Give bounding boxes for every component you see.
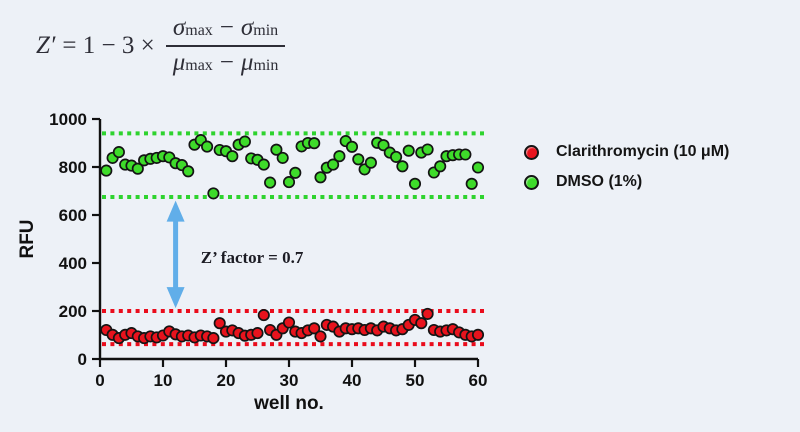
scatter-point xyxy=(112,146,125,159)
scatter-point xyxy=(471,161,485,174)
sigma-symbol: σ xyxy=(240,14,254,41)
formula-numerator: σ max − σ min xyxy=(166,14,285,42)
scatter-point xyxy=(402,144,415,157)
scatter-point xyxy=(308,322,321,335)
scatter-point xyxy=(471,328,485,341)
scatter-point xyxy=(226,150,239,163)
legend-item-dmso: DMSO (1%) xyxy=(524,170,729,194)
formula-fraction: σ max − σ min μ max − μ min xyxy=(165,14,286,77)
sigma-symbol: σ xyxy=(172,14,186,41)
scatter-point xyxy=(251,327,264,340)
scatter-point xyxy=(238,135,251,148)
scatter-point xyxy=(100,164,113,177)
chart-legend: Clarithromycin (10 μM) DMSO (1%) xyxy=(524,140,729,194)
y-tick-label: 1000 xyxy=(49,110,87,129)
scatter-point xyxy=(345,140,359,153)
formula-z: Z′ xyxy=(36,31,56,59)
series-clarithromycin xyxy=(100,307,485,345)
minus-sign: − xyxy=(219,49,234,76)
scatter-point xyxy=(213,317,226,330)
scatter-point xyxy=(314,330,327,343)
x-tick-label: 0 xyxy=(95,371,104,390)
max-subscript: max xyxy=(185,57,213,74)
scatter-point xyxy=(434,160,447,173)
series-dmso xyxy=(100,134,485,200)
scatter-point xyxy=(131,162,144,175)
scatter-point xyxy=(289,166,302,179)
scatter-point xyxy=(314,171,327,184)
x-tick-label: 60 xyxy=(469,371,488,390)
x-axis-title: well no. xyxy=(253,393,324,414)
scatter-point xyxy=(421,143,434,156)
y-tick-label: 600 xyxy=(59,206,87,225)
scatter-point xyxy=(282,316,296,329)
scatter-point xyxy=(421,307,434,320)
scatter-point xyxy=(364,156,377,169)
scatter-point xyxy=(333,150,346,163)
scatter-point xyxy=(257,309,270,322)
y-tick-label: 200 xyxy=(59,302,87,321)
z-prime-formula: Z′ = 1 − 3 × σ max − σ min μ max − μ min xyxy=(36,14,286,77)
minus-sign: − xyxy=(219,14,234,41)
scatter-point xyxy=(276,151,289,164)
scatter-point xyxy=(207,332,220,345)
scatter-point xyxy=(390,150,403,163)
scatter-point xyxy=(257,158,270,171)
legend-label-dmso: DMSO (1%) xyxy=(556,173,643,190)
x-tick-label: 40 xyxy=(343,371,362,390)
y-tick-label: 800 xyxy=(59,158,87,177)
min-subscript: min xyxy=(253,22,279,39)
scatter-point xyxy=(282,176,296,189)
legend-label-clarithromycin: Clarithromycin (10 μM) xyxy=(556,143,730,160)
mu-symbol: μ xyxy=(172,49,186,76)
x-tick-label: 30 xyxy=(280,371,299,390)
scatter-point xyxy=(270,143,283,156)
red-dot-icon xyxy=(524,144,539,160)
scatter-point xyxy=(182,165,195,178)
min-subscript: min xyxy=(253,57,279,74)
scatter-point xyxy=(308,137,321,150)
scatter-point xyxy=(465,177,478,190)
green-dot-icon xyxy=(524,174,539,190)
scatter-point xyxy=(459,148,472,161)
y-axis-title: RFU xyxy=(17,219,38,258)
y-tick-label: 0 xyxy=(78,350,87,369)
x-tick-label: 10 xyxy=(154,371,173,390)
scatter-point xyxy=(201,140,214,153)
z-factor-arrow xyxy=(166,200,185,309)
z-factor-annotation: Z’ factor = 0.7 xyxy=(201,248,304,267)
formula-denominator: μ max − μ min xyxy=(166,49,286,77)
scatter-point xyxy=(396,160,409,173)
formula-rhs: = 1 − 3 × xyxy=(62,31,155,59)
scatter-point xyxy=(408,177,422,190)
scatter-point xyxy=(207,187,220,200)
y-tick-label: 400 xyxy=(59,254,87,273)
scatter-point xyxy=(264,176,277,189)
legend-item-clarithromycin: Clarithromycin (10 μM) xyxy=(524,140,729,164)
scatter-point xyxy=(377,139,390,152)
x-tick-label: 20 xyxy=(217,371,236,390)
scatter-point xyxy=(415,317,428,330)
mu-symbol: μ xyxy=(240,49,254,76)
scatter-point xyxy=(352,153,365,166)
scatter-point xyxy=(327,158,340,171)
x-tick-label: 50 xyxy=(406,371,425,390)
fraction-bar xyxy=(165,45,286,47)
max-subscript: max xyxy=(185,22,213,39)
formula-lhs: Z′ = 1 − 3 × xyxy=(36,32,155,60)
